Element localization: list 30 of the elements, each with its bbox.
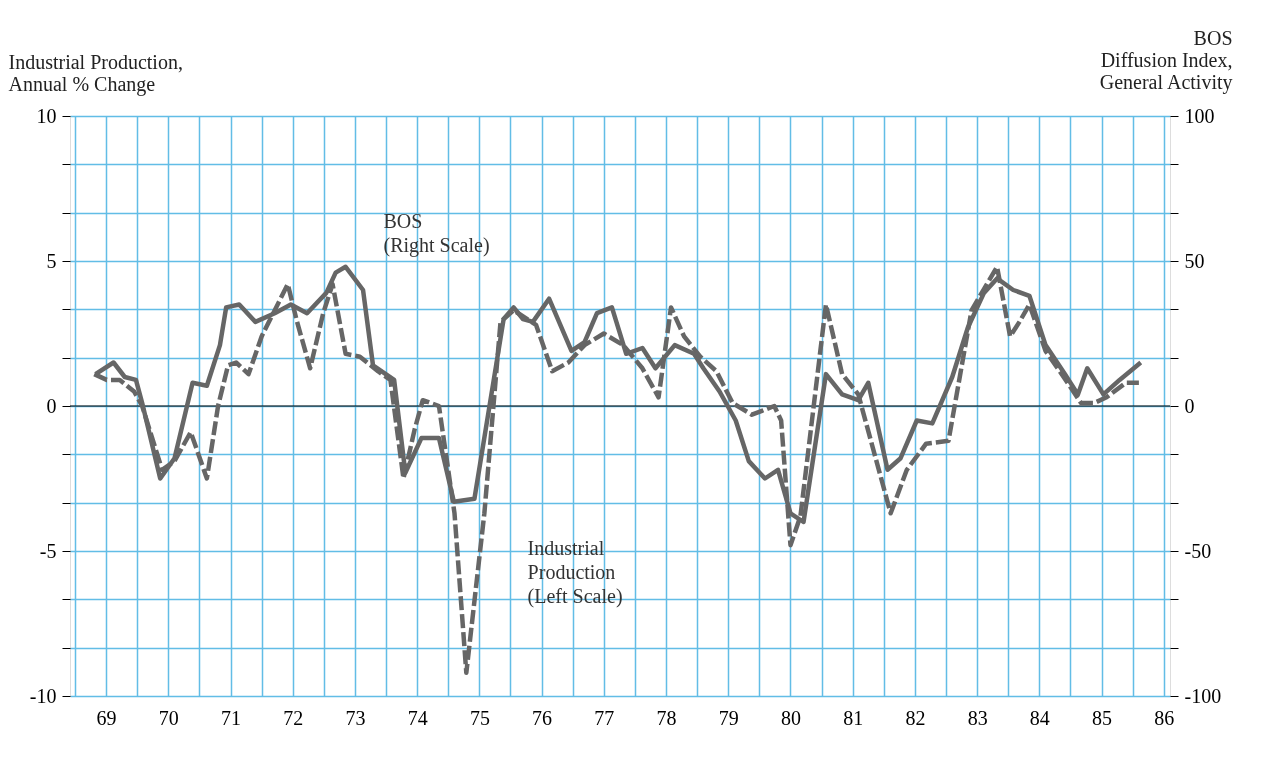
x-tick-label: 81: [843, 706, 864, 729]
x-tick-label: 73: [345, 706, 366, 729]
x-tick-label: 74: [407, 706, 428, 729]
y2-tick-label: -50: [1184, 539, 1212, 562]
x-tick-label: 72: [283, 706, 304, 729]
x-tick-label: 76: [532, 706, 553, 729]
y-tick-label: 5: [46, 249, 57, 272]
y-tick-label: -10: [29, 684, 57, 707]
x-tick-label: 80: [780, 706, 801, 729]
x-tick-label: 78: [656, 706, 677, 729]
y-tick-label: 10: [36, 104, 57, 127]
y-tick-label: 0: [46, 394, 57, 417]
y2-tick-label: 0: [1184, 394, 1195, 417]
y-tick-label: -5: [39, 539, 57, 562]
y-axis-title: Industrial Production, Annual % Change: [8, 50, 183, 96]
x-tick-label: 71: [221, 706, 242, 729]
x-tick-label: 77: [594, 706, 615, 729]
y2-tick-label: 50: [1184, 249, 1205, 272]
x-tick-label: 75: [469, 706, 490, 729]
x-tick-label: 69: [96, 706, 117, 729]
x-tick-label: 84: [1029, 706, 1050, 729]
x-tick-label: 85: [1092, 706, 1113, 729]
x-tick-label: 86: [1154, 706, 1175, 729]
x-tick-label: 70: [158, 706, 179, 729]
x-tick-label: 79: [718, 706, 739, 729]
x-tick-label: 82: [905, 706, 926, 729]
y2-tick-label: 100: [1184, 104, 1215, 127]
y2-axis-title: BOS Diffusion Index, General Activity: [1099, 26, 1233, 94]
x-tick-label: 83: [967, 706, 988, 729]
y2-tick-label: -100: [1184, 684, 1222, 707]
